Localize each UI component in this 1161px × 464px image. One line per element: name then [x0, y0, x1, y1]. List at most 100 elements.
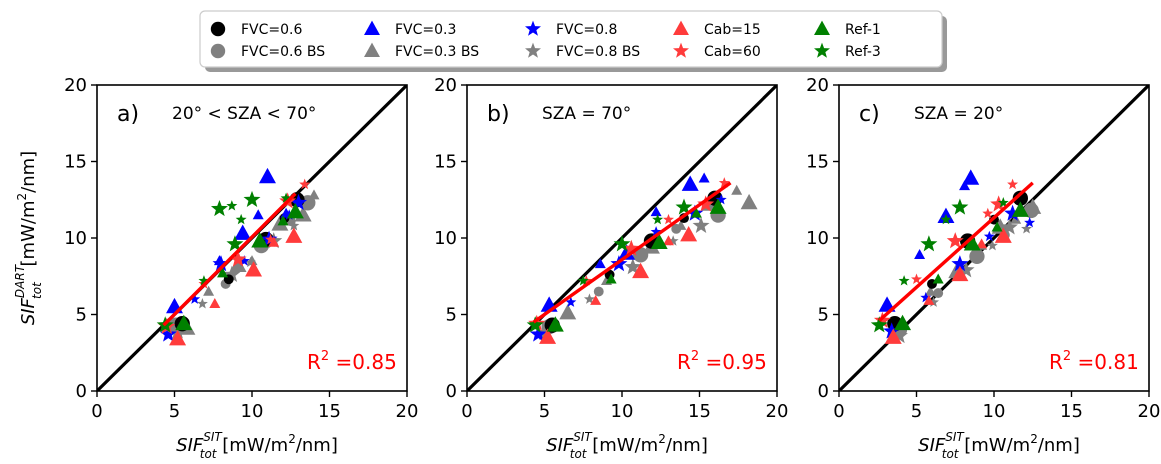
point-fvc-0-3 [650, 206, 662, 217]
legend-label: FVC=0.8 [556, 22, 617, 38]
point-fvc-0-8 [565, 296, 577, 307]
x-title-unit-sup: 2 [288, 432, 296, 446]
point-ref-1 [1011, 201, 1029, 217]
point-ref-1 [546, 316, 564, 332]
x-title-unit-end: /nm] [296, 435, 338, 456]
point-fvc-0-3 [698, 172, 710, 183]
point-fvc-0-8-bs [1021, 223, 1033, 234]
x-title-unit: [mW/m [959, 435, 1031, 456]
x-axis-title: SIFSIT tot [mW/m2/nm] [918, 430, 1080, 461]
legend-marker-ref-1 [814, 20, 830, 36]
y-tick-label: 0 [446, 381, 457, 402]
y-axis-title: SIFDART tot [mW/m2/nm] [13, 151, 44, 325]
point-ref-1 [894, 314, 912, 331]
point-ref-1 [217, 267, 229, 278]
point-cab-15 [268, 236, 280, 247]
r2-sup: 2 [321, 349, 329, 364]
point-fvc-0-8-bs [1001, 218, 1018, 235]
legend-marker-cab-15 [673, 20, 689, 36]
point-fvc-0-8-bs [196, 298, 208, 309]
point-ref-1 [932, 273, 944, 284]
panel-annotation: SZA = 20° [914, 104, 1003, 124]
point-ref-1 [277, 215, 289, 226]
point-fvc-0-8 [715, 193, 727, 205]
point-fvc-0-3-bs [308, 189, 320, 200]
legend-frame [199, 10, 943, 68]
panel-frame [466, 84, 778, 392]
x-tick-label: 5 [169, 401, 180, 422]
plot-area [839, 85, 1149, 391]
point-ref-1 [690, 207, 702, 218]
point-fvc-0-3 [252, 209, 264, 220]
point-ref-3 [920, 235, 938, 252]
point-fvc-0-3-bs [559, 304, 577, 320]
point-cab-15 [209, 298, 221, 308]
point-fvc-0-8-bs [957, 261, 975, 278]
point-fvc-0-8 [529, 325, 547, 342]
point-ref-3 [997, 197, 1009, 208]
y-tick-label: 5 [818, 305, 829, 326]
point-cab-60 [911, 273, 922, 284]
r2-base: R [677, 350, 691, 374]
point-cab-60 [718, 177, 730, 188]
panel-frame [838, 84, 1150, 392]
point-cab-60 [982, 207, 994, 219]
point-fvc-0-6-bs [933, 288, 944, 299]
point-fvc-0-3-bs [203, 285, 215, 296]
y-tick-label: 5 [446, 305, 457, 326]
x-tick-label: 0 [461, 401, 472, 422]
legend-marker-ref-3 [814, 42, 830, 58]
x-title-unit-sup: 2 [658, 432, 666, 446]
x-title-sup: SIT [945, 430, 965, 444]
point-fvc-0-3 [259, 167, 276, 184]
x-title-sub: tot [942, 447, 960, 461]
point-fvc-0-3-bs [675, 219, 687, 230]
point-fvc-0-8 [290, 193, 307, 211]
point-fvc-0-8-bs [890, 327, 908, 344]
point-cab-15 [245, 261, 263, 277]
point-fvc-0-6 [1012, 190, 1028, 206]
x-tick-label: 10 [983, 401, 1006, 422]
r2-base: R [307, 350, 321, 374]
y-tick-label: 15 [806, 152, 829, 173]
point-cab-15 [994, 227, 1012, 243]
point-fvc-0-3 [914, 249, 926, 259]
legend-label: Cab=15 [704, 22, 761, 38]
x-title-main: SIF [918, 435, 946, 456]
point-fvc-0-8-bs [624, 258, 642, 275]
point-ref-3 [526, 316, 544, 333]
point-ref-1 [251, 232, 269, 248]
point-fvc-0-8-bs [583, 293, 595, 304]
point-cab-60 [622, 239, 640, 256]
x-tick-label: 20 [396, 401, 419, 422]
point-fvc-0-8-bs [244, 256, 256, 268]
x-title-sup: SIT [573, 430, 593, 444]
plot-area [467, 85, 777, 391]
point-fvc-0-3 [594, 258, 606, 269]
y-title-sup: DART [13, 263, 27, 298]
r2-base: R [1049, 350, 1063, 374]
x-axis-title: SIFSIT tot [mW/m2/nm] [176, 430, 338, 461]
legend-label: FVC=0.3 BS [395, 44, 479, 60]
legend-label: FVC=0.6 [241, 22, 302, 38]
r2-value: =0.85 [329, 350, 397, 374]
regression-line [532, 181, 732, 324]
point-cab-60 [299, 178, 311, 190]
point-ref-3 [898, 275, 910, 286]
one-to-one-line [839, 85, 1149, 391]
point-ref-1 [991, 221, 1003, 232]
y-tick-label: 0 [76, 381, 87, 402]
point-fvc-0-3-bs [229, 256, 247, 272]
y-tick-label: 0 [818, 381, 829, 402]
x-title-main: SIF [546, 435, 574, 456]
y-tick-label: 10 [806, 228, 829, 249]
x-title-sub: tot [200, 447, 218, 461]
x-tick-label: 0 [91, 401, 102, 422]
point-ref-3 [226, 235, 244, 252]
y-title-unit-sup: 2 [15, 193, 29, 201]
legend-label: FVC=0.8 BS [556, 44, 640, 60]
y-title-unit: [mW/m [18, 201, 39, 273]
